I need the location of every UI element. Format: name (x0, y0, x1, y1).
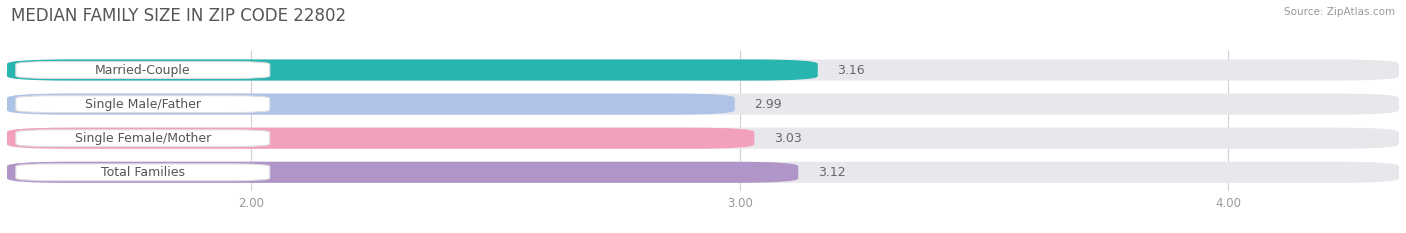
FancyBboxPatch shape (15, 164, 270, 181)
FancyBboxPatch shape (7, 59, 818, 81)
FancyBboxPatch shape (7, 93, 1399, 115)
FancyBboxPatch shape (15, 62, 270, 79)
Text: 3.16: 3.16 (838, 64, 865, 76)
FancyBboxPatch shape (15, 96, 270, 113)
Text: Single Male/Father: Single Male/Father (84, 98, 201, 111)
Text: Total Families: Total Families (101, 166, 184, 179)
FancyBboxPatch shape (7, 93, 735, 115)
Text: Married-Couple: Married-Couple (96, 64, 191, 76)
FancyBboxPatch shape (7, 59, 1399, 81)
Text: 3.12: 3.12 (818, 166, 845, 179)
FancyBboxPatch shape (15, 130, 270, 147)
Text: MEDIAN FAMILY SIZE IN ZIP CODE 22802: MEDIAN FAMILY SIZE IN ZIP CODE 22802 (11, 7, 346, 25)
Text: Source: ZipAtlas.com: Source: ZipAtlas.com (1284, 7, 1395, 17)
FancyBboxPatch shape (7, 128, 754, 149)
FancyBboxPatch shape (7, 128, 1399, 149)
Text: 3.03: 3.03 (773, 132, 801, 145)
Text: 2.99: 2.99 (754, 98, 782, 111)
FancyBboxPatch shape (7, 162, 799, 183)
FancyBboxPatch shape (7, 162, 1399, 183)
Text: Single Female/Mother: Single Female/Mother (75, 132, 211, 145)
